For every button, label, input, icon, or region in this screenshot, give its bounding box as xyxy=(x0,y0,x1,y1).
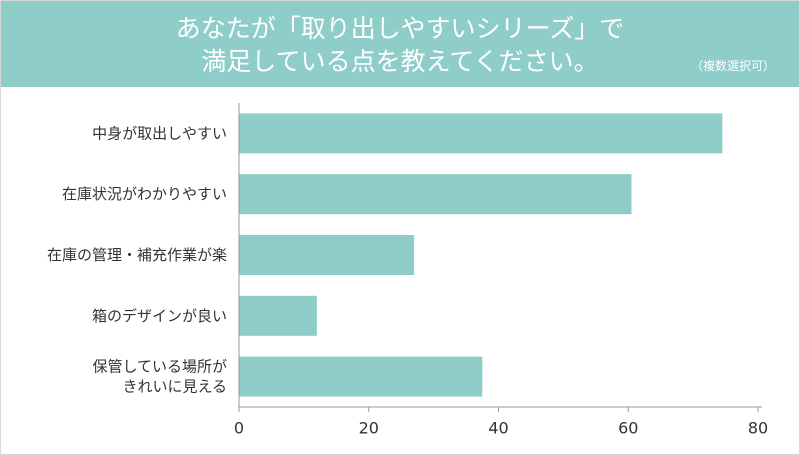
category-label-3: 箱のデザインが良い xyxy=(92,307,227,325)
category-label-0: 中身が取出しやすい xyxy=(92,124,227,142)
x-tick-label-2: 40 xyxy=(488,419,508,438)
x-tick-label-1: 20 xyxy=(359,419,379,438)
bar-0 xyxy=(239,113,723,154)
bar-2 xyxy=(239,235,415,275)
bar-4 xyxy=(239,356,483,397)
multiple-choice-note: （複数選択可） xyxy=(690,59,775,73)
category-label-4-line0: 保管している場所が xyxy=(92,358,227,376)
x-tick-label-3: 60 xyxy=(618,419,638,438)
header-band: あなたが「取り出しやすいシリーズ」で 満足している点を教えてください。 （複数選… xyxy=(1,1,799,87)
category-label-1: 在庫状況がわかりやすい xyxy=(62,185,227,203)
bar-3 xyxy=(239,295,317,336)
bar-1 xyxy=(239,174,632,215)
category-label-4-line1: きれいに見える xyxy=(122,378,227,396)
x-tick-label-0: 0 xyxy=(234,419,244,438)
chart-title-line2: 満足している点を教えてください。 xyxy=(201,47,599,76)
category-label-2: 在庫の管理・補充作業が楽 xyxy=(47,246,227,264)
chart-title-line1: あなたが「取り出しやすいシリーズ」で xyxy=(175,14,625,43)
x-tick-label-4: 80 xyxy=(748,419,768,438)
